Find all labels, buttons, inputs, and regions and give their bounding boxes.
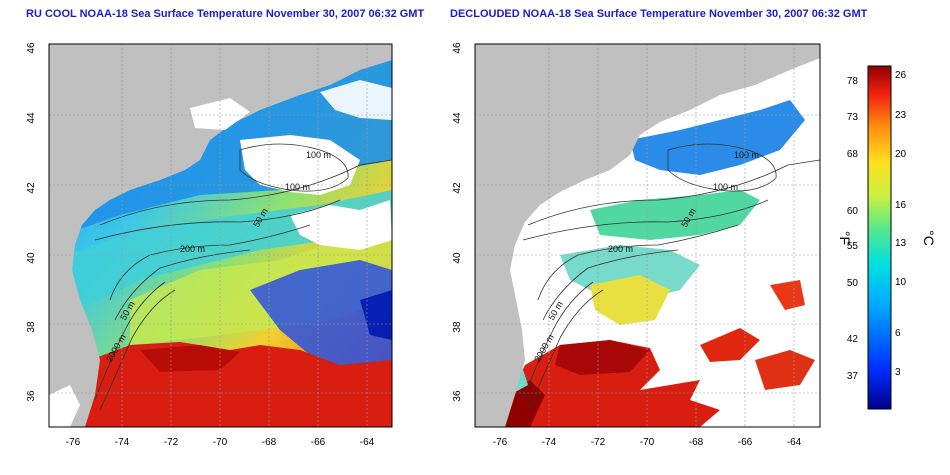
x-tick-label: -72: [591, 437, 606, 448]
warm-slope-patch: [590, 275, 670, 325]
x-tick-label: -70: [213, 437, 228, 448]
fahrenheit-tick: 50: [847, 278, 859, 289]
y-tick-label: 42: [26, 182, 37, 194]
x-tick-label: -70: [640, 437, 655, 448]
right-panel-title: DECLOUDED NOAA-18 Sea Surface Temperatur…: [450, 8, 868, 20]
contour-label: 100 m: [713, 182, 738, 192]
y-tick-label: 40: [452, 252, 463, 264]
celsius-tick: 20: [895, 149, 907, 160]
celsius-tick: 3: [895, 367, 901, 378]
graticule: [475, 44, 820, 427]
x-tick-label: -64: [360, 437, 375, 448]
celsius-tick: 16: [895, 200, 907, 211]
fahrenheit-tick: 42: [847, 334, 859, 345]
contour-label: 100 m: [285, 182, 310, 192]
graticule: [49, 44, 392, 427]
contour-label: 200 m: [180, 244, 205, 254]
x-tick-label: -68: [262, 437, 277, 448]
y-tick-label: 36: [26, 390, 37, 402]
left-panel-title: RU COOL NOAA-18 Sea Surface Temperature …: [26, 8, 425, 20]
fahrenheit-tick: 73: [847, 112, 859, 123]
fahrenheit-tick: 78: [847, 76, 859, 87]
y-tick-label: 38: [26, 321, 37, 333]
land-mass: [475, 44, 820, 427]
celsius-tick: 13: [895, 238, 907, 249]
fahrenheit-axis-label: °F: [837, 231, 853, 245]
x-tick-label: -64: [787, 437, 802, 448]
fahrenheit-tick: 60: [847, 206, 859, 217]
colorbar: 78 73 68 60 55 50 42 37 26 23 20 16 13 1…: [837, 65, 937, 410]
contour-line: [239, 143, 349, 192]
cloud-region: [240, 135, 360, 195]
celsius-tick: 23: [895, 110, 907, 121]
land-mass: [49, 44, 392, 427]
contour-label: 100 m: [306, 150, 331, 160]
contour-label: 200 m: [608, 244, 633, 254]
x-tick-label: -72: [164, 437, 179, 448]
y-tick-label: 36: [452, 390, 463, 402]
slope-water: [590, 190, 760, 240]
x-tick-label: -66: [738, 437, 753, 448]
x-tick-label: -76: [66, 437, 81, 448]
left-map-frame: [48, 43, 393, 428]
y-tick-label: 38: [452, 321, 463, 333]
left-map: 100 m 100 m 50 m 200 m 50 m 2000 m -76 -…: [26, 42, 393, 448]
y-tick-label: 44: [452, 112, 463, 124]
x-tick-label: -76: [493, 437, 508, 448]
fahrenheit-tick: 55: [847, 241, 859, 252]
y-tick-label: 40: [26, 252, 37, 264]
x-tick-label: -66: [311, 437, 326, 448]
right-map: 100 m 100 m 50 m 200 m 50 m 2000 m -76 -…: [452, 42, 821, 448]
cold-patch: [250, 260, 392, 370]
celsius-tick: 26: [895, 70, 907, 81]
x-tick-label: -68: [689, 437, 704, 448]
right-map-frame: [474, 43, 821, 428]
x-tick-label: -74: [115, 437, 130, 448]
cold-shelf-water: [630, 100, 805, 175]
celsius-axis-label: °C: [921, 230, 937, 246]
y-tick-label: 46: [26, 42, 37, 54]
celsius-tick: 10: [895, 277, 907, 288]
x-tick-label: -74: [542, 437, 557, 448]
fahrenheit-tick: 68: [847, 149, 859, 160]
y-tick-label: 46: [452, 42, 463, 54]
y-tick-label: 42: [452, 182, 463, 194]
fahrenheit-tick: 37: [847, 371, 859, 382]
celsius-tick: 6: [895, 328, 901, 339]
colorbar-gradient: [867, 65, 892, 410]
y-tick-label: 44: [26, 112, 37, 124]
contour-label: 100 m: [734, 150, 759, 160]
